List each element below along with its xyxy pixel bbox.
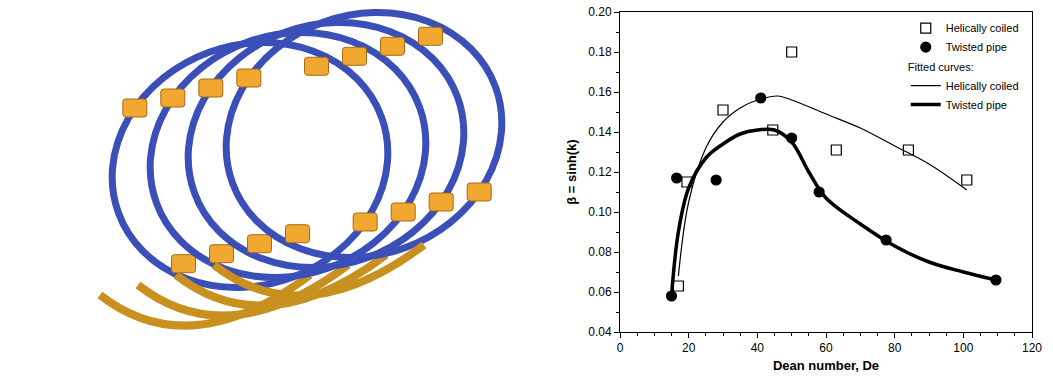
svg-text:0.08: 0.08 <box>588 245 612 259</box>
svg-text:100: 100 <box>953 341 973 355</box>
svg-text:40: 40 <box>751 341 765 355</box>
svg-text:120: 120 <box>1022 341 1042 355</box>
svg-text:0.12: 0.12 <box>588 165 612 179</box>
svg-text:Helically coiled: Helically coiled <box>946 22 1019 34</box>
svg-text:60: 60 <box>819 341 833 355</box>
svg-text:0.20: 0.20 <box>588 5 612 19</box>
svg-text:0.18: 0.18 <box>588 45 612 59</box>
svg-text:20: 20 <box>682 341 696 355</box>
svg-text:0: 0 <box>617 341 624 355</box>
svg-text:0.06: 0.06 <box>588 285 612 299</box>
svg-text:0.14: 0.14 <box>588 125 612 139</box>
svg-text:0.16: 0.16 <box>588 85 612 99</box>
svg-text:0.10: 0.10 <box>588 205 612 219</box>
svg-text:0.04: 0.04 <box>588 325 612 339</box>
svg-text:Dean number, De: Dean number, De <box>773 358 879 373</box>
svg-text:80: 80 <box>888 341 902 355</box>
svg-text:β = sinh(k): β = sinh(k) <box>564 139 579 204</box>
svg-text:Fitted curves:: Fitted curves: <box>908 61 974 73</box>
svg-text:Helically coiled: Helically coiled <box>946 80 1019 92</box>
svg-text:Twisted pipe: Twisted pipe <box>946 99 1007 111</box>
svg-text:Twisted pipe: Twisted pipe <box>946 41 1007 53</box>
